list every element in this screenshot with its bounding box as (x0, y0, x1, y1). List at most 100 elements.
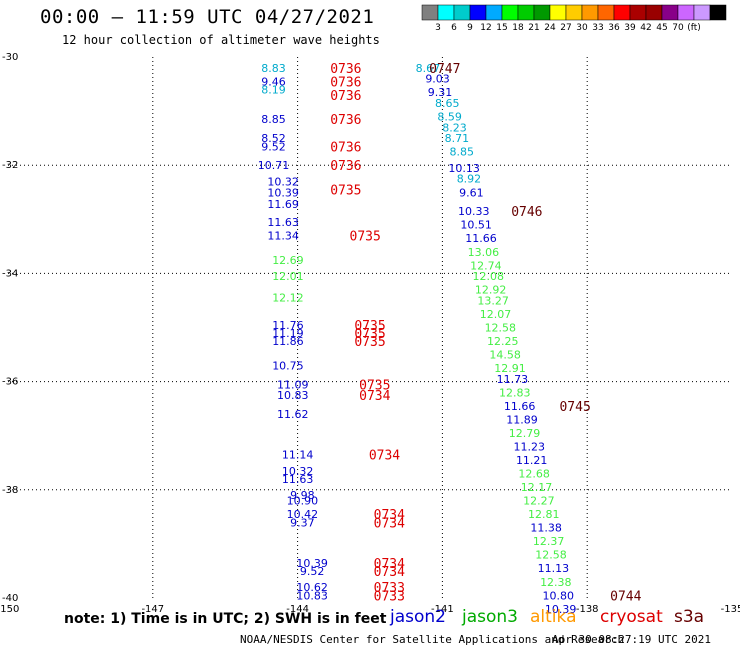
wave-height-label: 11.89 (506, 413, 538, 426)
wave-height-label: 11.73 (497, 373, 529, 386)
time-label: 0734 (374, 516, 405, 531)
wave-height-label: 11.66 (504, 400, 536, 413)
color-scale-label: 33 (592, 23, 603, 33)
wave-height-label: 10.83 (277, 389, 309, 402)
wave-height-label: 11.21 (516, 454, 548, 467)
color-scale-swatch (437, 4, 455, 21)
color-scale-swatch (565, 4, 583, 21)
color-scale-label: (ft) (687, 23, 701, 33)
wave-height-label: 12.81 (528, 508, 560, 521)
color-scale-label: 45 (656, 23, 667, 33)
color-scale-label: 3 (435, 23, 441, 33)
wave-height-label: 13.27 (477, 294, 509, 307)
color-scale-swatch (629, 4, 647, 21)
color-scale-swatch (581, 4, 599, 21)
wave-height-label: 12.01 (272, 270, 304, 283)
color-scale-swatch (549, 4, 567, 21)
wave-height-label: 8.59 (437, 111, 462, 124)
color-scale-swatch (597, 4, 615, 21)
wave-height-label: 8.67 (416, 62, 441, 75)
wave-height-label: 8.19 (261, 83, 286, 96)
wave-height-label: 10.71 (258, 159, 290, 172)
time-label: 0747 (429, 62, 460, 77)
page-title: 00:00 – 11:59 UTC 04/27/2021 (40, 6, 375, 28)
x-tick-label: -135 (721, 604, 740, 615)
wave-height-label: 11.86 (272, 335, 304, 348)
color-scale-label: 6 (451, 23, 457, 33)
page-subtitle: 12 hour collection of altimeter wave hei… (62, 33, 380, 47)
wave-height-label: 12.12 (272, 292, 304, 305)
time-label: 0735 (354, 327, 385, 342)
color-scale-swatch (453, 4, 471, 21)
wave-height-label: 11.09 (277, 378, 309, 391)
wave-height-label: 11.63 (267, 216, 299, 229)
color-scale-swatch (645, 4, 663, 21)
wave-height-label: 8.23 (442, 121, 467, 134)
legend-altika: altika (530, 607, 577, 627)
wave-height-label: 9.98 (290, 489, 315, 502)
time-label: 0735 (354, 335, 385, 350)
wave-height-label: 12.69 (272, 254, 304, 267)
wave-height-label: 9.52 (300, 565, 325, 578)
wave-height-label: 10.80 (542, 589, 574, 602)
color-scale-label: 42 (640, 23, 651, 33)
wave-height-label: 10.51 (460, 219, 492, 232)
wave-height-label: 11.76 (272, 319, 304, 332)
wave-height-label: 10.32 (267, 175, 299, 188)
color-scale-swatch (485, 4, 503, 21)
wave-height-label: 9.52 (261, 140, 286, 153)
time-label: 0733 (374, 581, 405, 596)
color-scale-swatch (693, 4, 711, 21)
y-tick-label: -36 (2, 377, 18, 388)
wave-height-label: 12.25 (487, 335, 519, 348)
wave-height-label: 10.90 (287, 495, 319, 508)
wave-height-label: 12.38 (540, 576, 572, 589)
wave-height-label: 10.42 (287, 508, 319, 521)
wave-height-label: 12.37 (533, 535, 565, 548)
wave-height-label: 10.39 (545, 603, 577, 616)
y-tick-label: -38 (2, 485, 18, 496)
wave-height-label: 11.14 (282, 449, 314, 462)
color-scale-label: 24 (544, 23, 556, 33)
wave-height-label: 8.52 (261, 132, 286, 145)
wave-height-label: 11.69 (267, 198, 299, 211)
color-scale-label: 70 (672, 23, 684, 33)
wave-height-label: 12.08 (473, 270, 505, 283)
color-scale-swatch (661, 4, 679, 21)
wave-height-label: 11.34 (267, 230, 299, 243)
time-label: 0735 (359, 378, 390, 393)
wave-height-label: 11.66 (465, 232, 497, 245)
wave-height-label: 8.65 (435, 97, 460, 110)
wave-height-label: 12.58 (485, 322, 517, 335)
y-tick-label: -30 (2, 52, 18, 63)
color-scale-swatch (533, 4, 551, 21)
color-scale-label: 39 (624, 23, 636, 33)
legend-jason2: jason2 (390, 607, 446, 627)
wave-height-label: 8.85 (261, 113, 286, 126)
color-scale-swatch (501, 4, 519, 21)
wave-height-label: 11.19 (272, 327, 304, 340)
wave-height-label: 12.68 (518, 468, 550, 481)
x-tick-label: -150 (0, 604, 19, 615)
color-scale-label: 30 (576, 23, 588, 33)
time-label: 0735 (354, 319, 385, 334)
time-label: 0735 (330, 184, 361, 199)
y-tick-label: -40 (2, 593, 18, 604)
wave-height-label: 8.83 (261, 62, 286, 75)
time-label: 0744 (610, 589, 641, 604)
wave-height-label: 10.39 (267, 186, 299, 199)
units-note: note: 1) Time is in UTC; 2) SWH is in fe… (64, 611, 387, 627)
wave-height-label: 12.91 (494, 362, 526, 375)
wave-height-label: 10.75 (272, 359, 304, 372)
wave-height-label: 8.71 (445, 132, 470, 145)
legend-s3a: s3a (674, 607, 705, 627)
time-label: 0734 (374, 565, 405, 580)
wave-height-label: 12.27 (523, 495, 555, 508)
wave-height-label: 11.23 (514, 441, 546, 454)
wave-height-label: 11.63 (282, 473, 314, 486)
color-scale-swatch (421, 4, 439, 21)
color-scale-swatch (613, 4, 631, 21)
time-label: 0736 (330, 62, 361, 77)
time-label: 0745 (559, 400, 590, 415)
